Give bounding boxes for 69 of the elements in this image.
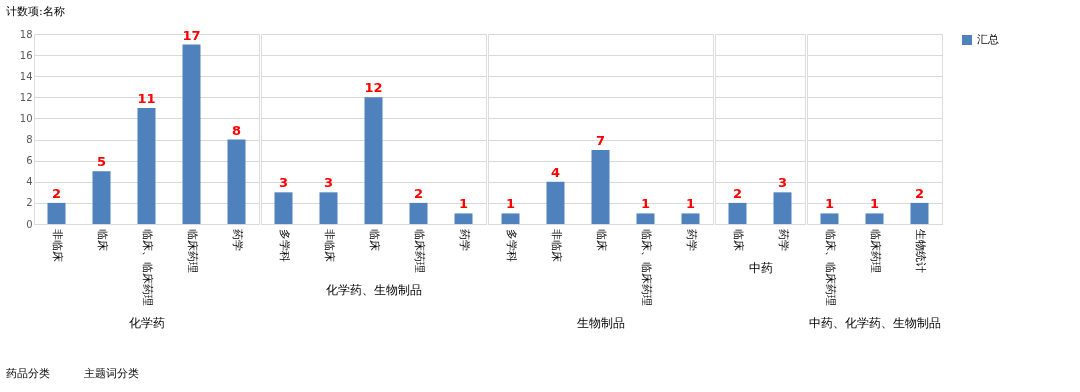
data-label: 7: [595, 133, 606, 149]
data-label: 4: [550, 164, 561, 180]
bar: [92, 171, 111, 224]
y-tick-label: 2: [26, 197, 33, 209]
data-label: 1: [869, 196, 880, 212]
bar: [319, 192, 338, 224]
x-tick-label: 生物统计: [913, 228, 927, 273]
x-tick-label: 临床、临床药理: [639, 228, 653, 306]
x-axis-title: 生物制品: [577, 315, 625, 330]
data-label: 12: [364, 80, 383, 96]
x-axis-title: 化学药、生物制品: [326, 282, 422, 297]
x-tick-label: 临床、临床药理: [140, 228, 154, 306]
x-axis-title: 化学药: [129, 315, 165, 330]
bar: [409, 202, 428, 224]
text: 主题词分类: [84, 367, 139, 380]
x-tick-label: 临床药理: [185, 228, 199, 273]
x-tick-label: 临床药理: [412, 228, 426, 273]
data-label: 2: [732, 185, 743, 201]
x-tick-label: 药学: [230, 228, 244, 251]
data-label: 3: [323, 175, 334, 191]
bar: [454, 213, 473, 224]
bar: [227, 139, 246, 224]
x-tick-label: 临床: [594, 228, 608, 251]
y-tick-label: 18: [19, 28, 33, 40]
data-label: 1: [824, 196, 835, 212]
y-tick-label: 10: [19, 112, 33, 124]
x-tick-label: 非临床: [549, 228, 563, 262]
x-tick-label: 非临床: [50, 228, 64, 262]
x-axis-title: 中药、化学药、生物制品: [809, 315, 941, 330]
x-tick-label: 药学: [684, 228, 698, 251]
x-tick-label: 多学科: [504, 228, 518, 262]
data-label: 11: [137, 90, 156, 106]
data-label: 3: [777, 175, 788, 191]
bar: [47, 202, 66, 224]
y-tick-label: 16: [19, 49, 33, 61]
bar: [182, 44, 201, 224]
data-label: 2: [413, 185, 424, 201]
legend-label: 汇总: [977, 33, 999, 46]
data-label: 1: [458, 196, 469, 212]
data-label: 2: [51, 185, 62, 201]
data-label: 5: [96, 154, 107, 170]
y-tick-label: 6: [26, 155, 33, 167]
x-tick-label: 临床: [367, 228, 381, 251]
x-tick-label: 临床药理: [868, 228, 882, 273]
x-tick-label: 非临床: [322, 228, 336, 262]
y-tick-label: 12: [19, 91, 33, 103]
x-tick-label: 多学科: [277, 228, 291, 262]
data-label: 3: [278, 175, 289, 191]
data-label: 2: [914, 185, 925, 201]
x-tick-label: 临床: [731, 228, 745, 251]
text: 计数项:名称: [6, 5, 65, 18]
x-tick-label: 药学: [776, 228, 790, 251]
bar: [364, 97, 383, 224]
x-tick-label: 药学: [457, 228, 471, 251]
data-label: 8: [231, 122, 242, 138]
y-tick-label: 14: [19, 70, 33, 82]
data-label: 1: [640, 196, 651, 212]
y-tick-label: 0: [26, 218, 33, 230]
data-label: 17: [182, 27, 201, 43]
x-tick-label: 临床、临床药理: [823, 228, 837, 306]
bar: [274, 192, 293, 224]
data-label: 1: [505, 196, 516, 212]
x-tick-label: 临床: [95, 228, 109, 251]
text: 药品分类: [6, 367, 50, 380]
y-tick-label: 8: [26, 134, 33, 146]
bar: [137, 107, 156, 224]
x-axis-title: 中药: [748, 260, 773, 275]
y-tick-label: 4: [26, 176, 33, 188]
data-label: 1: [685, 196, 696, 212]
